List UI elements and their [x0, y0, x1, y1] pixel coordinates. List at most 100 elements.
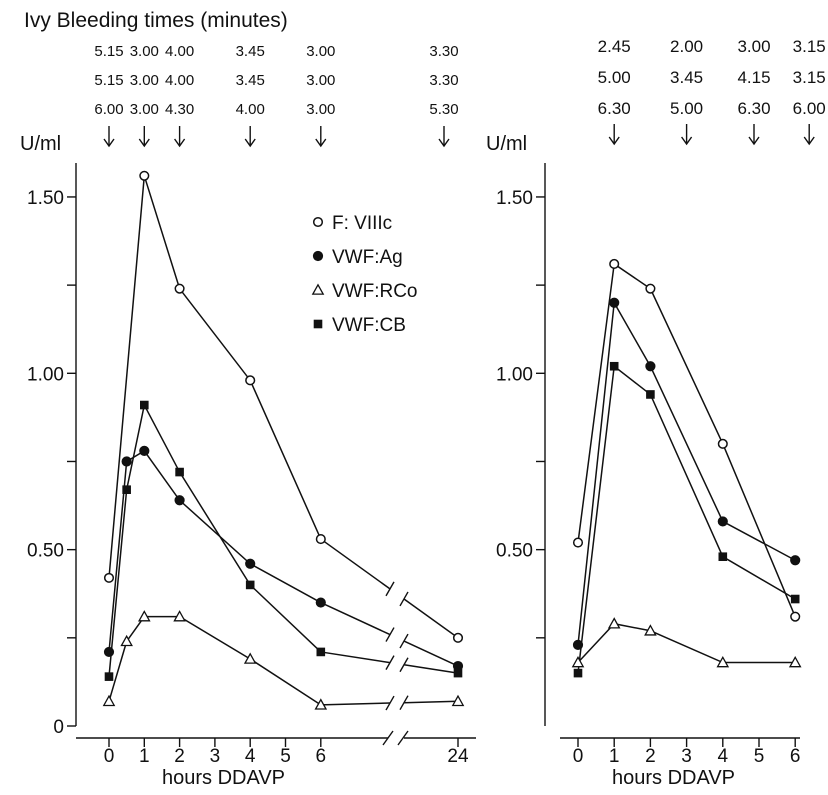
x-axis-label: hours DDAVP	[612, 767, 735, 789]
x-tick-label: 1	[139, 746, 150, 767]
y-tick-label: 1.50	[496, 188, 533, 209]
legend-label: VWF:RCo	[332, 281, 418, 302]
legend-marker	[311, 283, 325, 295]
data-point	[175, 467, 184, 477]
bleeding-time-value: 4.00	[165, 72, 194, 89]
data-point	[452, 632, 464, 643]
bleeding-time-value: 6.30	[737, 99, 770, 118]
line-break-mark	[385, 581, 395, 597]
y-tick-label: 0.50	[27, 541, 64, 562]
x-tick-label: 4	[245, 746, 256, 767]
y-tick-label: 1.00	[496, 364, 533, 385]
arrow-head	[438, 138, 450, 148]
series-line	[577, 622, 796, 664]
line-break-mark	[399, 657, 409, 673]
data-point	[104, 672, 114, 681]
x-tick-label: 1	[609, 746, 620, 767]
legend-label: VWF:Ag	[332, 247, 403, 268]
series-line	[108, 615, 322, 706]
series-line	[403, 598, 459, 639]
bleeding-time-value: 3.00	[306, 101, 335, 118]
data-point	[646, 390, 655, 399]
x-tick-label: 0	[573, 746, 584, 767]
data-point	[139, 445, 150, 456]
bleeding-time-value: 3.30	[429, 72, 458, 89]
data-point	[122, 485, 131, 494]
data-point	[103, 572, 115, 583]
left-panel: 0 0.50 1.00 1.50 U/ml 0 1 2 3 4 5 6 24 hours DDAVP 5.1…	[20, 43, 476, 789]
data-point	[717, 438, 728, 449]
data-point	[140, 400, 149, 410]
y-axis-label: U/ml	[486, 133, 527, 155]
bleeding-time-value: 3.30	[429, 43, 458, 60]
series-line	[320, 538, 391, 590]
data-point	[790, 594, 800, 604]
x-tick-label: 24	[447, 746, 469, 767]
x-tick-label: 4	[718, 746, 729, 767]
series-line	[403, 700, 459, 704]
bleeding-time-value: 6.00	[94, 101, 123, 118]
x-tick-label: 5	[754, 746, 765, 767]
data-point	[139, 170, 150, 181]
bleeding-time-value: 4.15	[737, 68, 770, 87]
arrow-head	[174, 138, 186, 148]
data-point	[314, 698, 328, 710]
series-line	[403, 640, 459, 667]
line-break-mark	[399, 591, 409, 607]
data-point	[316, 647, 326, 657]
data-point	[573, 668, 583, 678]
arrow-head	[803, 136, 815, 146]
bleeding-time-value: 3.15	[793, 37, 826, 56]
bleeding-time-value: 3.45	[670, 68, 703, 87]
bleeding-time-value: 3.00	[306, 43, 335, 60]
data-point	[121, 456, 132, 467]
data-point	[315, 597, 326, 608]
data-point	[245, 580, 255, 590]
data-point	[788, 655, 802, 668]
data-point	[245, 558, 256, 569]
bleeding-time-value: 5.00	[598, 68, 631, 87]
legend-marker	[312, 250, 324, 262]
axis-break-mark	[397, 730, 409, 746]
data-point	[315, 534, 326, 545]
bleeding-time-value: 4.00	[165, 43, 194, 60]
series-line	[403, 664, 459, 674]
series-line	[108, 175, 322, 578]
series-line	[320, 651, 391, 664]
series-line	[577, 262, 796, 617]
data-point	[717, 516, 728, 527]
bleeding-time-value: 3.15	[793, 68, 826, 87]
data-point	[718, 552, 728, 562]
bleeding-time-value: 3.00	[130, 72, 159, 89]
data-point	[102, 694, 116, 707]
data-point	[451, 694, 465, 707]
bleeding-time-value: 3.45	[236, 43, 265, 60]
line-break-mark	[385, 695, 395, 711]
line-break-mark	[399, 633, 409, 649]
series-line	[108, 402, 322, 677]
arrow-head	[315, 138, 327, 148]
data-point	[245, 375, 256, 386]
legend-marker	[313, 319, 323, 329]
bleeding-time-value: 4.00	[236, 101, 265, 118]
legend-label: F: VIIIc	[332, 213, 392, 234]
bleeding-time-value: 3.00	[130, 43, 159, 60]
x-tick-label: 3	[210, 746, 221, 767]
x-tick-label: 2	[645, 746, 656, 767]
arrow-head	[748, 136, 760, 146]
bleeding-time-value: 3.00	[130, 101, 159, 118]
data-point	[453, 668, 463, 678]
arrow-head	[608, 136, 620, 146]
bleeding-time-value: 2.00	[670, 37, 703, 56]
data-point	[607, 617, 621, 629]
data-point	[174, 283, 185, 294]
series-line	[320, 601, 391, 636]
data-point	[790, 555, 801, 566]
arrow-head	[103, 138, 115, 148]
legend-marker	[312, 216, 324, 228]
x-tick-label: 6	[790, 746, 801, 767]
data-point	[173, 610, 186, 622]
data-point	[716, 655, 730, 668]
